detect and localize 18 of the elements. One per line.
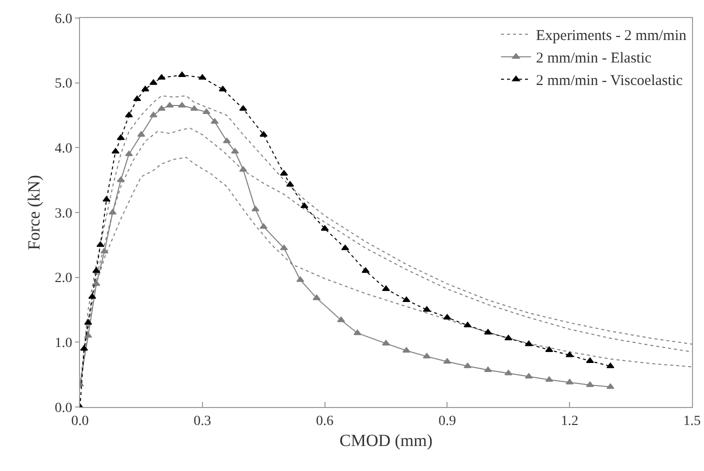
legend-label: 2 mm/min - Elastic [536, 50, 652, 67]
x-axis-title: CMOD (mm) [339, 431, 433, 450]
x-tick-label: 0.6 [316, 414, 334, 429]
x-tick-label: 1.5 [683, 414, 701, 429]
y-axis-title: Force (kN) [24, 174, 44, 250]
x-tick-label: 0.3 [194, 414, 212, 429]
x-tick-label: 1.2 [560, 414, 578, 429]
y-tick-label: 2.0 [54, 271, 72, 286]
y-tick-label: 3.0 [54, 206, 72, 222]
legend-label: 2 mm/min - Viscoelastic [536, 73, 684, 90]
y-tick-label: 6.0 [54, 12, 72, 27]
x-tick-label: 0.0 [71, 414, 89, 429]
y-tick-label: 0.0 [54, 400, 72, 416]
x-tick-label: 0.9 [438, 414, 456, 429]
y-tick-label: 4.0 [54, 142, 72, 157]
legend-label: Experiments - 2 mm/min [536, 28, 687, 44]
y-tick-label: 1.0 [54, 336, 72, 352]
y-tick-label: 5.0 [54, 76, 72, 92]
